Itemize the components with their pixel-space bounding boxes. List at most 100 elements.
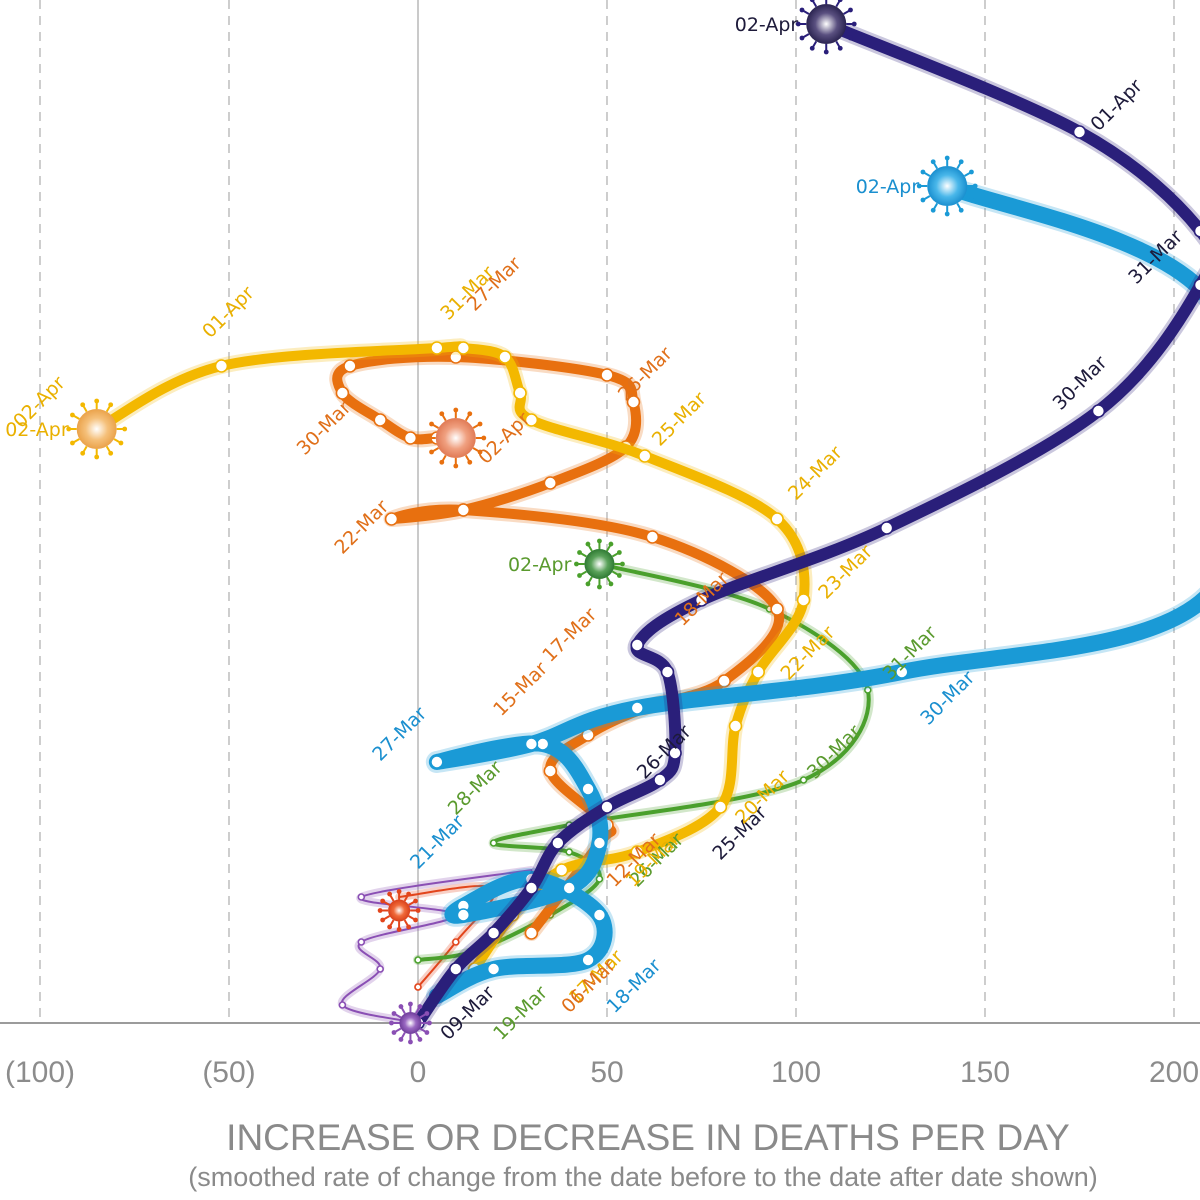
data-point <box>451 938 460 946</box>
date-label: 17-Mar <box>538 604 601 667</box>
end-date-label: 02-Apr <box>5 419 69 441</box>
data-point <box>668 746 682 760</box>
virus-marker-green <box>574 538 625 590</box>
x-tick-label: (50) <box>202 1056 255 1089</box>
data-point <box>581 782 595 796</box>
data-point <box>338 1001 347 1009</box>
date-label: 15-Mar <box>489 658 552 721</box>
data-point <box>456 503 471 517</box>
data-point <box>728 719 743 733</box>
data-point <box>456 341 471 355</box>
x-tick-label: (100) <box>5 1056 75 1089</box>
data-point <box>1193 278 1200 292</box>
data-point <box>595 875 604 883</box>
date-label: 25-Mar <box>648 388 711 451</box>
data-point <box>376 965 385 973</box>
virus-marker-red <box>377 889 421 932</box>
data-point <box>1091 404 1106 418</box>
data-point <box>637 449 652 463</box>
date-label: 30-Mar <box>803 721 866 784</box>
data-point <box>694 593 709 607</box>
x-axis-subtitle: (smoothed rate of change from the date b… <box>188 1162 1098 1192</box>
data-point <box>524 881 539 895</box>
virus-marker-purple <box>389 1001 432 1045</box>
date-label: 30-Mar <box>293 397 356 460</box>
data-point <box>543 476 558 490</box>
end-date-label: 02-Apr <box>856 176 920 198</box>
data-point <box>535 737 550 751</box>
data-point <box>1072 125 1087 139</box>
data-point <box>214 359 229 373</box>
end-date-label: 02-Apr <box>508 554 572 576</box>
data-point <box>343 359 357 373</box>
data-point <box>796 593 811 607</box>
x-tick-label: 150 <box>960 1056 1010 1089</box>
data-point <box>895 665 909 679</box>
data-point <box>357 938 366 946</box>
data-point <box>414 956 422 964</box>
data-point <box>770 602 784 616</box>
data-point <box>486 962 501 976</box>
data-point <box>335 386 350 400</box>
data-point <box>864 686 872 694</box>
data-point <box>554 863 569 877</box>
x-tick-label: 50 <box>590 1056 623 1089</box>
date-label: 21-Mar <box>406 811 469 874</box>
data-point <box>581 953 595 967</box>
data-point <box>430 755 444 769</box>
data-point <box>630 701 645 715</box>
date-label: 19-Mar <box>489 982 552 1045</box>
data-point <box>653 773 667 787</box>
series-layer <box>88 15 1200 1032</box>
data-point <box>551 836 565 850</box>
data-point <box>660 665 675 679</box>
data-point <box>524 926 539 940</box>
data-point <box>630 638 645 652</box>
date-label: 22-Mar <box>330 496 393 559</box>
data-point <box>592 908 607 922</box>
data-point <box>626 395 641 409</box>
virus-marker-yellow <box>66 398 128 460</box>
virus-marker-light-blue <box>916 155 978 217</box>
data-point <box>565 848 574 856</box>
date-label: 01-Apr <box>1086 75 1147 136</box>
data-point <box>456 908 471 922</box>
data-point <box>751 665 766 679</box>
data-point <box>562 881 577 895</box>
data-point <box>357 893 366 901</box>
virus-marker-dark-navy <box>795 0 857 55</box>
virus-markers <box>66 0 978 1045</box>
data-point <box>489 839 498 847</box>
data-point <box>498 350 512 364</box>
data-point <box>717 674 731 688</box>
data-point <box>513 386 527 400</box>
data-point <box>600 800 614 814</box>
x-tick-label: 100 <box>771 1056 821 1089</box>
date-label: 24-Mar <box>784 442 847 505</box>
virus-marker-orange <box>425 407 487 469</box>
data-point <box>524 737 539 751</box>
data-point <box>524 413 539 427</box>
data-point <box>630 845 645 859</box>
data-point <box>770 512 784 526</box>
data-point <box>543 764 558 778</box>
end-date-label: 02-Apr <box>735 14 799 36</box>
data-point <box>592 836 607 850</box>
data-point <box>373 413 388 427</box>
data-point <box>430 341 444 355</box>
data-point <box>799 776 808 784</box>
data-point <box>645 530 660 544</box>
data-point <box>403 431 418 445</box>
data-point <box>384 512 399 526</box>
data-point <box>600 368 614 382</box>
data-point <box>486 926 501 940</box>
x-axis-title: INCREASE OR DECREASE IN DEATHS PER DAY <box>226 1117 1070 1158</box>
date-label: 27-Mar <box>368 703 431 766</box>
x-tick-label: 200 <box>1149 1056 1199 1089</box>
data-point <box>713 800 728 814</box>
x-tick-labels: (100) (50) 0 50 100 150 200 <box>5 1056 1199 1089</box>
data-point <box>414 983 422 991</box>
data-point <box>448 962 463 976</box>
data-point <box>879 521 894 535</box>
